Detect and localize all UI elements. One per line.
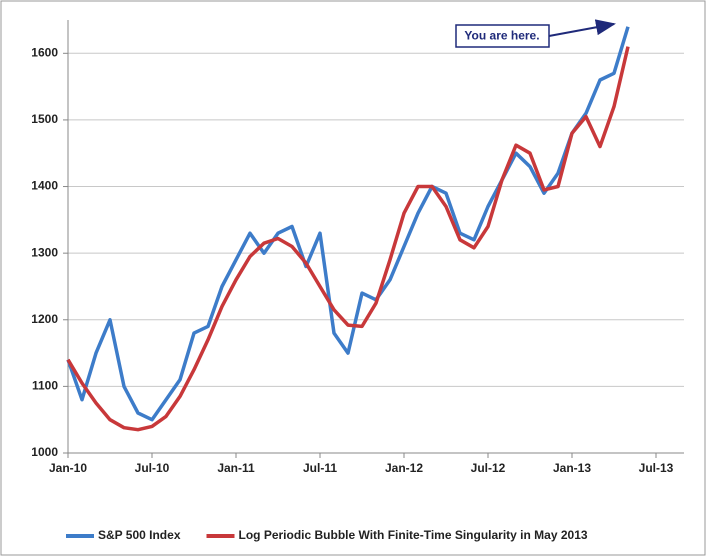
- x-tick-label: Jan-10: [49, 461, 87, 475]
- series-line: [66, 46, 630, 432]
- x-tick-label: Jul-11: [303, 461, 337, 475]
- y-tick-label: 1100: [32, 379, 58, 393]
- x-tick-label: Jul-13: [639, 461, 674, 475]
- y-tick-label: 1400: [31, 179, 58, 193]
- y-tick-label: 1000: [31, 445, 58, 459]
- annotation-box: [455, 24, 550, 48]
- annotation: You are here.: [464, 29, 539, 43]
- x-tick-label: Jan-11: [217, 461, 255, 475]
- x-tick-label: Jul-10: [135, 461, 170, 475]
- annotation-arrow: [548, 19, 616, 37]
- x-tick-label: Jan-12: [385, 461, 423, 475]
- y-tick-label: 1600: [31, 45, 58, 59]
- legend-label: Log Periodic Bubble With Finite-Time Sin…: [239, 528, 588, 542]
- y-tick-label: 1200: [31, 312, 58, 326]
- x-tick-label: Jul-12: [471, 461, 506, 475]
- x-tick-label: Jan-13: [553, 461, 591, 475]
- y-tick-label: 1300: [31, 245, 58, 259]
- legend-label: S&P 500 Index: [98, 528, 181, 542]
- plot-area: 1000 1100 1200 1300 1400 1500 1600 Jan-10 Jul-10…: [31, 20, 684, 475]
- y-tick-label: 1500: [31, 112, 58, 126]
- series-line: [66, 26, 630, 422]
